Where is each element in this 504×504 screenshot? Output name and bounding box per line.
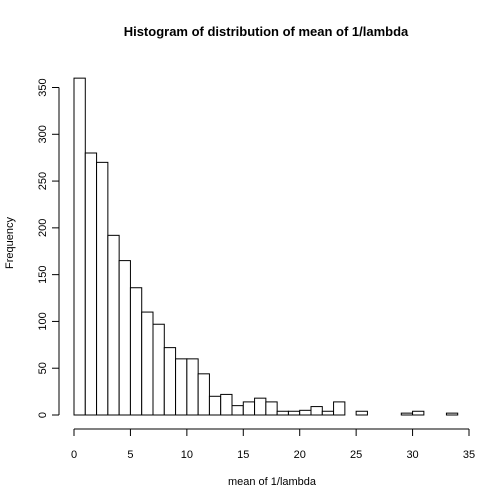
histogram-bar-16 [254, 397, 267, 416]
histogram-bars [73, 77, 459, 416]
histogram-bar-11 [197, 373, 210, 416]
y-tick-label: 200 [37, 219, 49, 237]
histogram-bar-15 [242, 401, 256, 416]
y-axis-label: Frequency [4, 217, 16, 269]
histogram-bar-29 [400, 412, 414, 416]
x-tick-label: 20 [294, 449, 306, 461]
y-tick-label: 300 [37, 125, 49, 143]
histogram-bar-19 [287, 410, 301, 416]
histogram-bar-33 [445, 412, 459, 416]
histogram-bar-7 [152, 323, 165, 416]
histogram-bar-25 [355, 410, 368, 416]
histogram-bar-30 [412, 410, 425, 416]
histogram-bar-6 [141, 311, 154, 416]
x-tick-label: 15 [237, 449, 249, 461]
histogram-bar-0 [73, 77, 86, 416]
x-tick-label: 0 [71, 449, 77, 461]
histogram-bar-5 [129, 287, 143, 416]
histogram-bar-13 [220, 393, 233, 416]
histogram-bar-14 [231, 405, 244, 416]
histogram-bar-9 [175, 358, 188, 416]
y-tick-label: 0 [37, 412, 49, 418]
histogram-bar-10 [186, 358, 199, 416]
x-tick-label: 35 [463, 449, 475, 461]
y-tick-label: 100 [37, 312, 49, 330]
histogram-bar-23 [333, 401, 346, 416]
x-axis-label: mean of 1/lambda [228, 476, 317, 488]
histogram-bar-18 [276, 410, 289, 416]
x-tick-label: 10 [181, 449, 193, 461]
y-axis: 0 50 100 150 200 250 300 350 [37, 78, 60, 418]
histogram-bar-17 [265, 401, 278, 416]
y-tick-label: 150 [37, 265, 49, 283]
x-tick-label: 25 [350, 449, 362, 461]
y-tick-label: 50 [37, 362, 49, 374]
histogram-bar-8 [163, 347, 177, 416]
histogram-bar-2 [96, 161, 109, 416]
y-tick-label: 350 [37, 78, 49, 96]
histogram-bar-22 [321, 410, 335, 416]
x-tick-label: 5 [127, 449, 133, 461]
histogram-bar-4 [118, 260, 131, 416]
chart-title: Histogram of distribution of mean of 1/l… [124, 24, 409, 39]
histogram-bar-1 [84, 152, 98, 416]
histogram-bar-3 [107, 234, 120, 416]
histogram-bar-20 [299, 409, 312, 416]
y-tick-label: 250 [37, 172, 49, 190]
histogram-bar-12 [208, 395, 222, 416]
x-axis: 0 5 10 15 20 25 30 35 [71, 428, 475, 461]
histogram-bar-21 [310, 406, 323, 416]
x-tick-label: 30 [406, 449, 418, 461]
